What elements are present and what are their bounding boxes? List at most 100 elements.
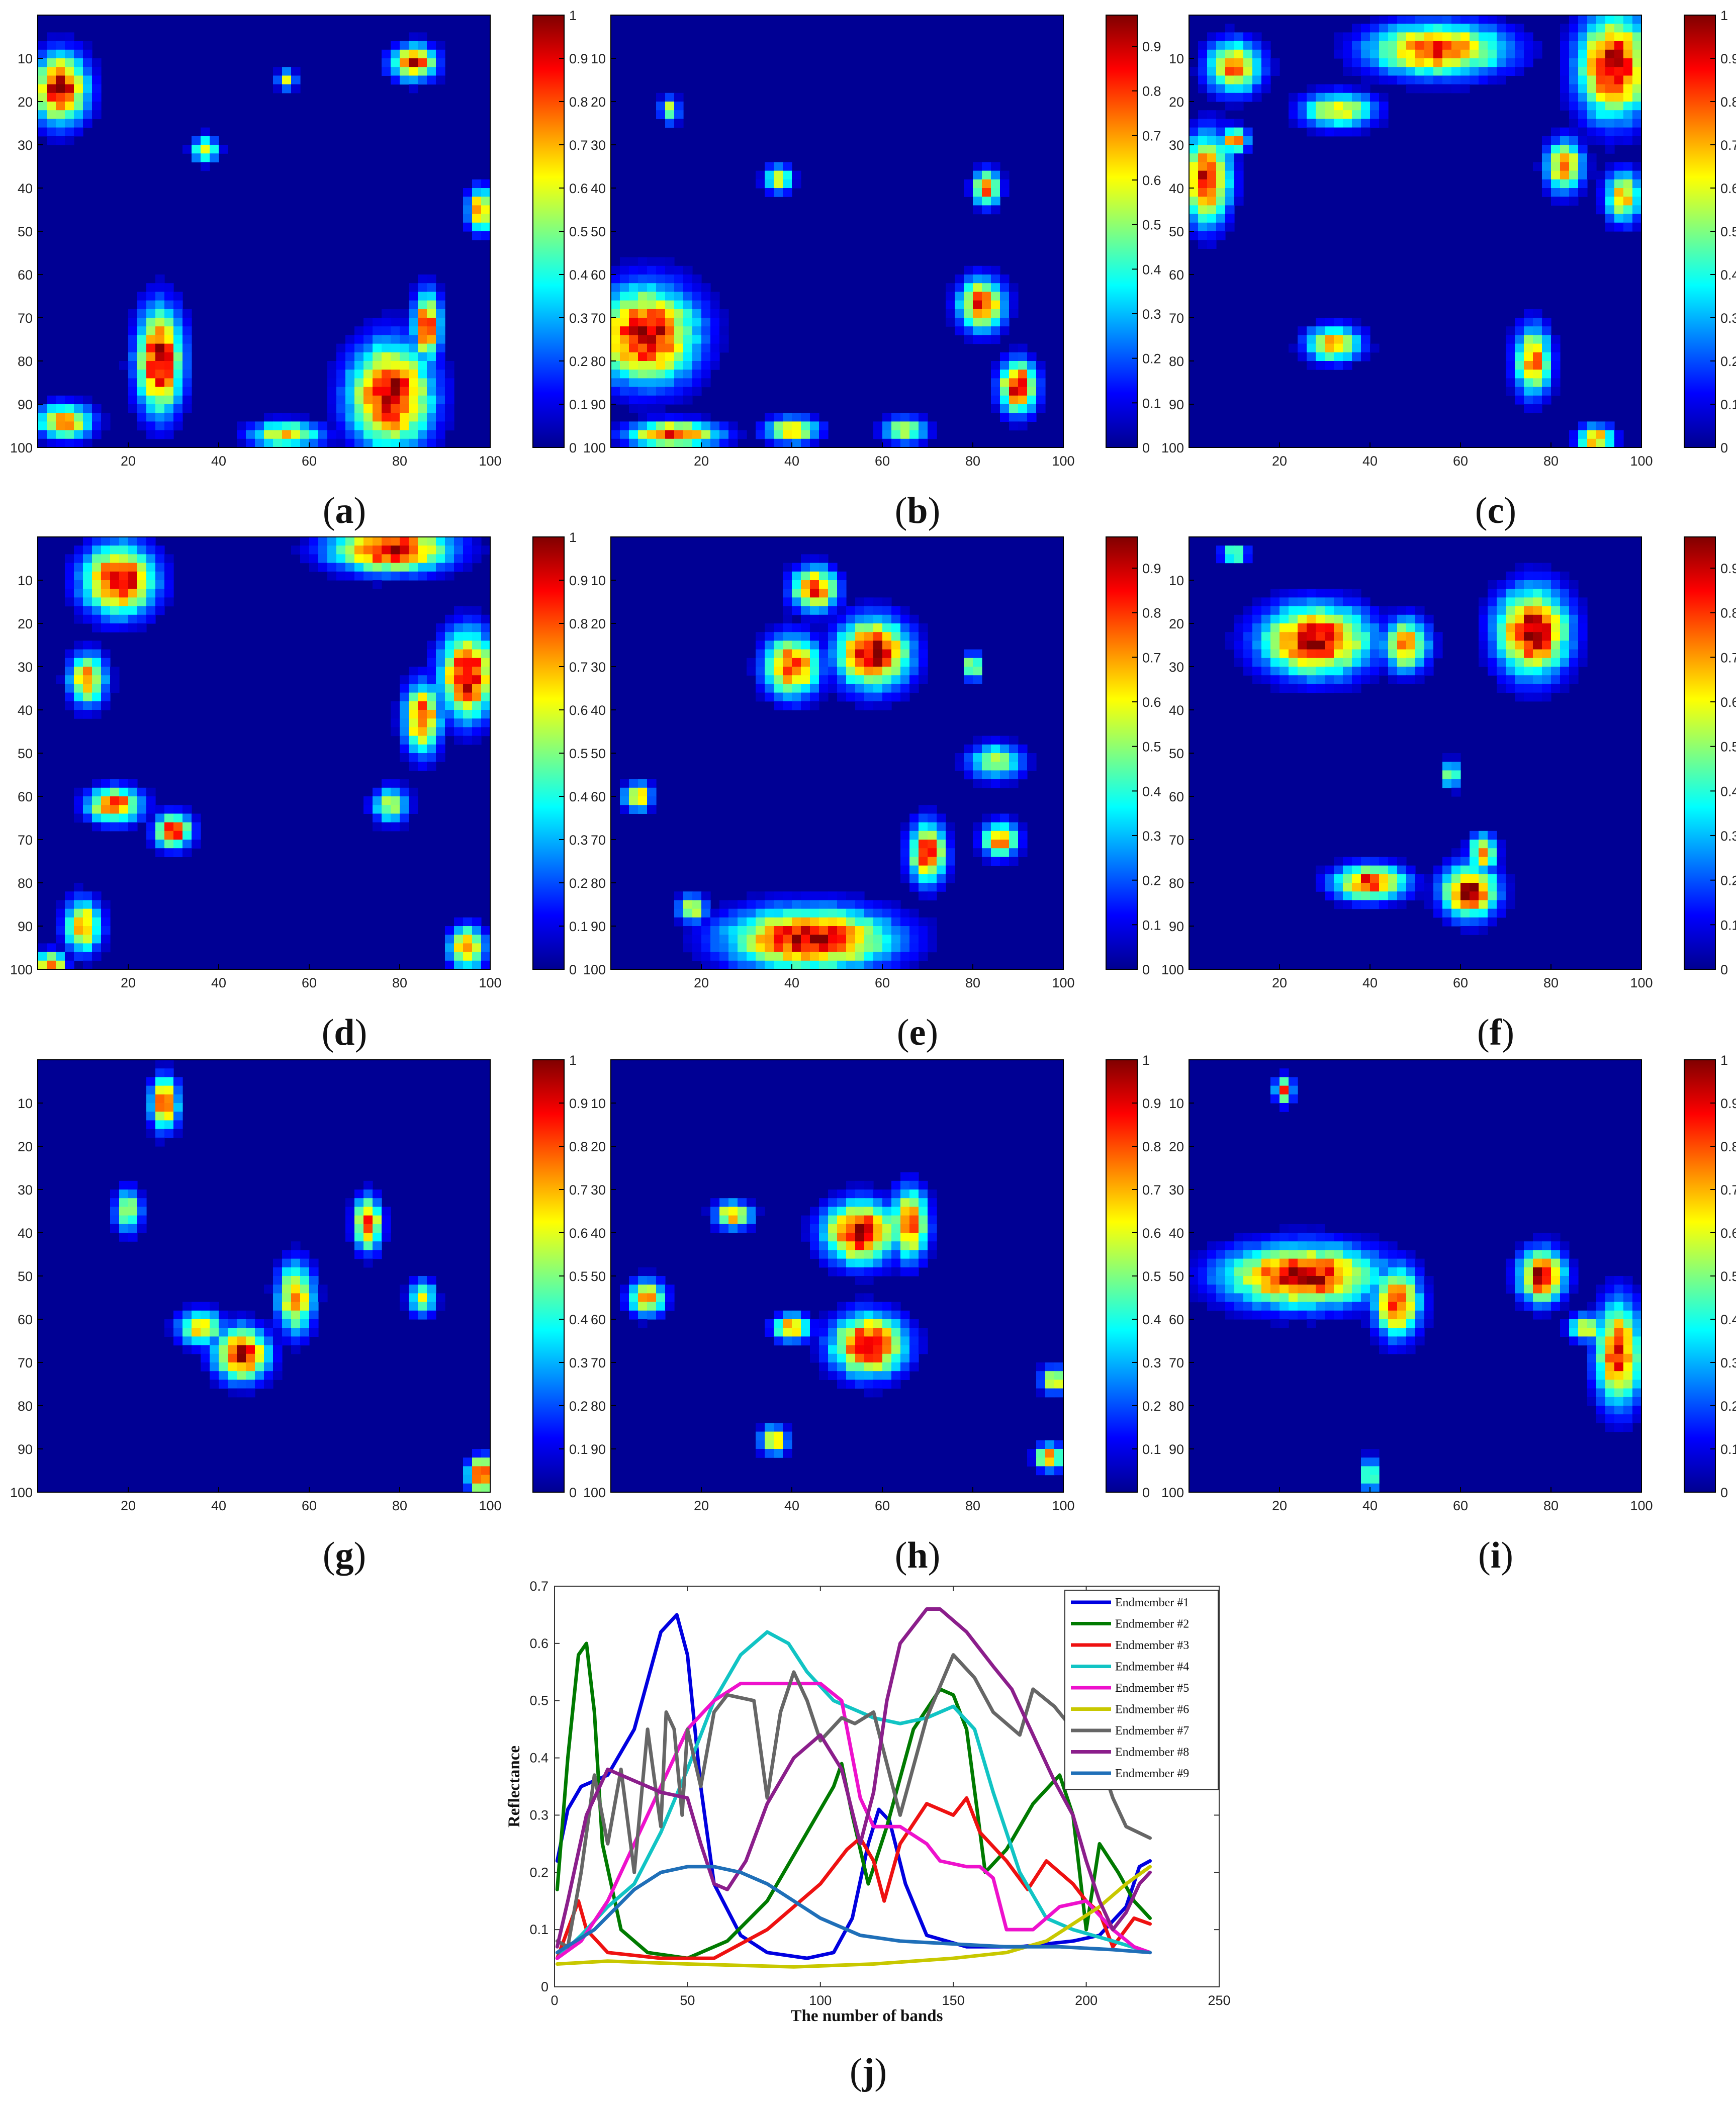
map-cell bbox=[472, 231, 482, 240]
map-cell bbox=[1569, 49, 1579, 59]
map-cell bbox=[928, 805, 937, 814]
y-tick-label: 60 bbox=[1169, 789, 1184, 804]
panel-label-open: ( bbox=[1477, 1012, 1490, 1053]
map-cell bbox=[219, 1328, 228, 1337]
map-cell bbox=[629, 343, 638, 353]
map-cell bbox=[418, 545, 427, 555]
map-cell bbox=[382, 413, 391, 422]
map-cell bbox=[472, 692, 482, 702]
map-cell bbox=[1524, 641, 1533, 650]
map-cell bbox=[47, 93, 56, 102]
map-cell bbox=[1325, 623, 1334, 632]
map-cell bbox=[146, 335, 156, 344]
map-cell bbox=[647, 309, 657, 318]
map-cell bbox=[1614, 214, 1624, 223]
map-cell bbox=[620, 421, 629, 431]
map-cell bbox=[255, 1380, 264, 1389]
map-cell bbox=[1036, 1449, 1046, 1458]
map-cell bbox=[1243, 1276, 1253, 1285]
map-cell bbox=[1470, 926, 1479, 935]
map-cell bbox=[1542, 162, 1551, 171]
map-cell bbox=[620, 779, 629, 788]
colorbar bbox=[1106, 536, 1138, 970]
map-cell bbox=[1497, 684, 1506, 693]
map-cell bbox=[418, 692, 427, 702]
map-cell bbox=[1280, 1276, 1289, 1285]
map-cell bbox=[56, 917, 65, 927]
map-cell bbox=[1488, 24, 1497, 33]
map-cell bbox=[1470, 49, 1479, 59]
map-cell bbox=[1018, 413, 1028, 422]
map-cell bbox=[1605, 136, 1615, 145]
map-cell bbox=[1189, 1258, 1199, 1268]
map-cell bbox=[427, 1302, 436, 1311]
map-cell bbox=[56, 119, 65, 128]
map-cell bbox=[1451, 49, 1461, 59]
map-cell bbox=[418, 75, 427, 85]
map-cell bbox=[765, 891, 774, 900]
map-cell bbox=[792, 421, 801, 431]
map-cell bbox=[873, 900, 883, 909]
map-cell bbox=[1406, 32, 1416, 42]
x-tick-label: 100 bbox=[1630, 453, 1653, 469]
map-cell bbox=[1614, 15, 1624, 24]
map-cell bbox=[1415, 614, 1425, 624]
map-cell bbox=[237, 1388, 246, 1398]
map-cell bbox=[783, 571, 792, 581]
map-cell bbox=[155, 606, 165, 615]
map-cell bbox=[74, 58, 83, 67]
map-cell bbox=[864, 614, 874, 624]
map-cell bbox=[1234, 554, 1244, 564]
map-cell bbox=[1307, 102, 1316, 111]
map-cell bbox=[946, 874, 955, 883]
map-cell bbox=[891, 1380, 901, 1389]
map-cell bbox=[1424, 900, 1434, 909]
map-cell bbox=[747, 943, 756, 953]
map-cell bbox=[409, 1302, 418, 1311]
map-cell bbox=[909, 1207, 919, 1216]
map-cell bbox=[964, 275, 973, 284]
map-cell bbox=[472, 1483, 482, 1493]
map-cell bbox=[882, 692, 892, 702]
map-cell bbox=[391, 571, 400, 581]
map-cell bbox=[1569, 41, 1579, 50]
map-cell bbox=[128, 1215, 138, 1225]
map-cell bbox=[1325, 127, 1334, 137]
map-cell bbox=[719, 326, 729, 335]
map-cell bbox=[74, 580, 83, 589]
map-cell bbox=[946, 318, 955, 327]
map-cell bbox=[928, 848, 937, 857]
map-cell bbox=[436, 684, 445, 693]
map-cell bbox=[919, 623, 928, 632]
map-cell bbox=[1225, 1241, 1235, 1250]
map-cell bbox=[373, 580, 382, 589]
map-cell bbox=[1261, 41, 1271, 50]
map-cell bbox=[1632, 24, 1642, 33]
map-cell bbox=[1361, 597, 1370, 607]
map-cell bbox=[692, 900, 702, 909]
map-cell bbox=[228, 1362, 237, 1371]
map-cell bbox=[1289, 102, 1298, 111]
map-cell bbox=[765, 960, 774, 970]
map-cell bbox=[792, 649, 801, 659]
map-cell bbox=[1388, 658, 1398, 667]
map-cell bbox=[74, 883, 83, 892]
map-cell bbox=[1189, 179, 1199, 189]
map-cell bbox=[1216, 170, 1226, 180]
map-cell bbox=[1207, 110, 1217, 119]
map-cell bbox=[710, 943, 720, 953]
map-cell bbox=[354, 1198, 364, 1207]
map-cell bbox=[173, 1094, 183, 1104]
map-cell bbox=[454, 563, 464, 572]
map-cell bbox=[891, 1319, 901, 1328]
map-cell bbox=[955, 292, 964, 301]
map-cell bbox=[418, 41, 427, 50]
map-cell bbox=[300, 1258, 310, 1268]
map-cell bbox=[92, 421, 102, 431]
map-cell bbox=[391, 413, 400, 422]
map-cell bbox=[1343, 102, 1352, 111]
map-cell bbox=[1542, 378, 1551, 388]
map-cell bbox=[1605, 162, 1615, 171]
map-cell bbox=[418, 404, 427, 413]
